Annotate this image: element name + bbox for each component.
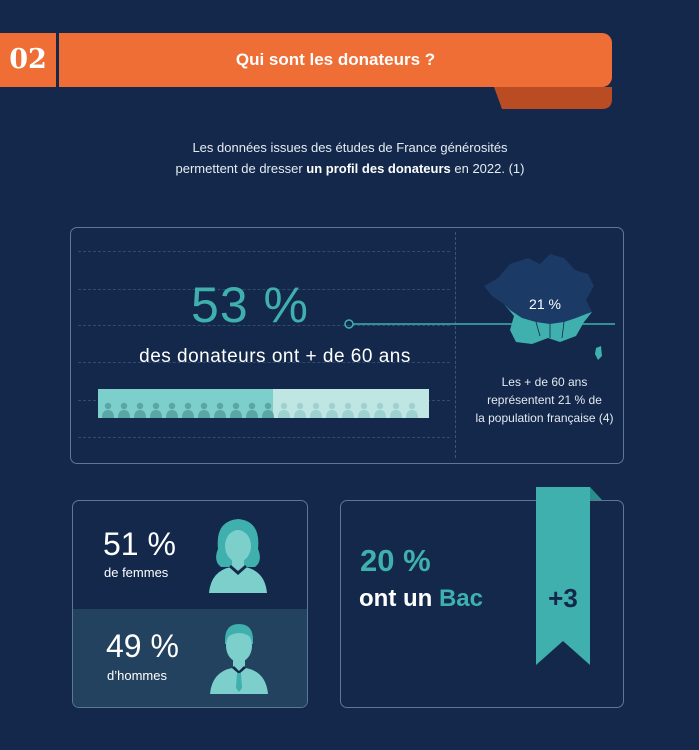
person-icon [166,402,178,418]
intro-line-2-pre: permettent de dresser [175,161,307,176]
person-icon [374,402,386,418]
title-ribbon [59,33,612,87]
france-caption-line-1: Les + de 60 ans [501,375,588,389]
men-label: d’hommes [107,668,167,683]
people-row-icon [102,402,418,418]
woman-icon [209,519,267,593]
women-label: de femmes [104,565,169,580]
grid-line [78,289,450,290]
intro-line-2: permettent de dresser un profil des dona… [100,158,600,179]
gender-panel-lower [73,609,307,707]
bookmark-banner-icon [536,487,602,665]
person-icon [198,402,210,418]
women-percent: 51 % [103,526,176,562]
age-label: des donateurs ont + de 60 ans [139,346,411,367]
section-number: 02 [0,33,56,87]
grid-line [78,437,450,438]
person-icon [150,402,162,418]
education-percent: 20 % [360,543,431,578]
person-icon [102,402,114,418]
person-icon [246,402,258,418]
person-icon [278,402,290,418]
education-label: ont un Bac [359,585,483,613]
person-icon [262,402,274,418]
person-icon [406,402,418,418]
men-percent: 49 % [106,628,179,664]
education-panel [340,500,624,708]
person-icon [390,402,402,418]
grid-line [78,325,450,326]
intro-line-2-post: en 2022. (1) [450,161,525,176]
person-icon [230,402,242,418]
france-caption-line-3: la population française (4) [475,411,614,425]
person-icon [118,402,130,418]
man-icon [210,624,268,694]
france-map-icon [484,254,602,360]
gender-panel [72,500,308,708]
person-icon [294,402,306,418]
france-percent: 21 % [529,296,561,312]
section-title: Qui sont les donateurs ? [235,50,436,69]
person-icon [134,402,146,418]
france-caption-line-2: représentent 21 % de [487,393,602,407]
intro-line-2-bold: un profil des donateurs [306,161,451,176]
panel-divider [455,232,456,458]
person-icon [182,402,194,418]
intro-text: Les données issues des études de France … [100,137,600,179]
ribbon-fold-shape [494,87,612,109]
grid-line [78,362,450,363]
person-icon [342,402,354,418]
age-panel [70,227,624,464]
age-percent: 53 % [191,277,309,333]
person-icon [358,402,370,418]
intro-line-1: Les données issues des études de France … [192,140,508,155]
person-icon [326,402,338,418]
france-caption: Les + de 60 ans représentent 21 % de la … [462,373,627,427]
education-level-badge: +3 [548,583,578,613]
person-icon [310,402,322,418]
education-label-pre: ont un [359,585,439,612]
person-icon [214,402,226,418]
grid-line [78,251,450,252]
education-label-accent: Bac [438,585,483,612]
section-number-divider [56,33,59,87]
